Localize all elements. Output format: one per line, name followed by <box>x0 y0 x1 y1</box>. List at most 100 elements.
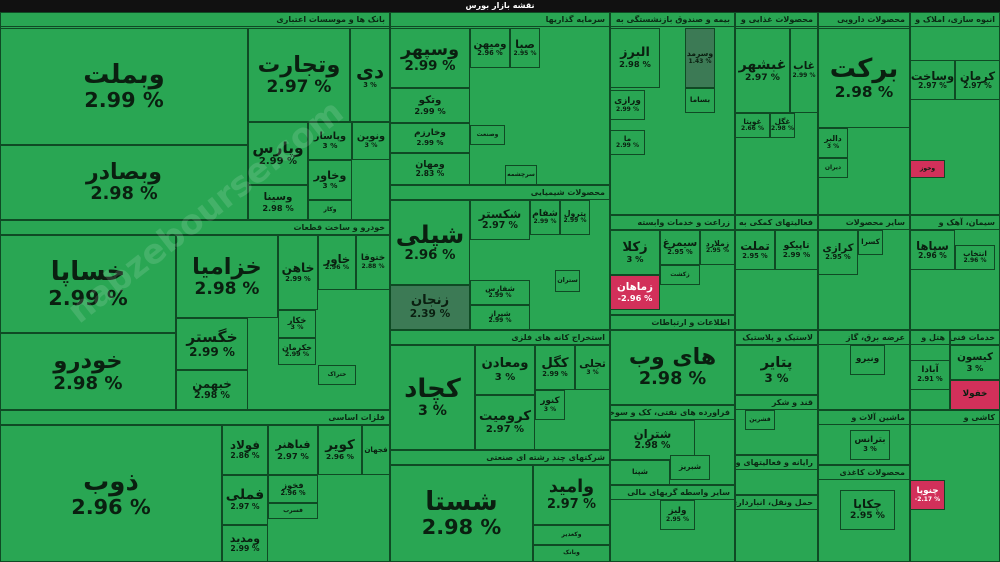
tile-name: فخوز <box>282 479 304 490</box>
tile: پترول 2.99 % <box>560 200 590 235</box>
tile: وبملت 2.99 % <box>0 28 248 145</box>
tile-change: 3 % <box>418 402 447 419</box>
sector-name: قند و شکر <box>736 396 817 410</box>
tile-change: 3 % <box>626 254 644 265</box>
tile-change: 2.96 % <box>918 251 947 261</box>
sector-name: زراعت و خدمات وابسته <box>611 216 734 230</box>
tile-name: سیمرغ <box>662 237 698 250</box>
tile: خودرو 2.98 % <box>0 333 176 410</box>
tile-name: خفولا <box>962 389 988 400</box>
tile-change: 2.99 % <box>563 217 587 225</box>
sector: انبوه سازی، املاک و <box>910 12 1000 215</box>
sector-name: فراورده های نفتی، کک و سوخت <box>611 406 734 420</box>
tile-name: شتران <box>633 427 672 442</box>
tile: سپاها 2.96 % <box>910 230 955 270</box>
tile-name: ومعادن <box>481 356 529 372</box>
tile: وخوز <box>910 160 945 178</box>
tile: شتران 2.98 % <box>610 420 695 460</box>
tile: های وب 2.98 % <box>610 330 735 405</box>
tile-change: 2.96 % <box>963 257 987 265</box>
tile-name: وامید <box>548 477 595 498</box>
tile: خفولا <box>950 380 1000 410</box>
tile-name: خساپا <box>50 257 126 288</box>
tile: سرچشمه <box>505 165 537 185</box>
tile-name: ومیهن <box>473 37 507 50</box>
tile: ومعادن 3 % <box>475 345 535 395</box>
tile-name: وخوز <box>919 164 936 172</box>
tile: کگل 2.99 % <box>535 345 575 390</box>
tile-name: بترانس <box>854 435 886 446</box>
tile: وتجارت 2.97 % <box>248 28 350 122</box>
tile-name: تاپیکو <box>783 239 810 251</box>
sector-name: محصولات دارویی <box>819 13 909 27</box>
tile-change: 2.98 % <box>90 183 158 204</box>
tile-change: 3 % <box>322 181 338 191</box>
tile: بساما <box>685 88 715 113</box>
sector-name: بیمه و صندوق بازنشستگی به <box>611 13 734 27</box>
tile-name: وخارزم <box>414 128 446 139</box>
tile: کچاد 3 % <box>390 345 475 450</box>
tile-change: 2.97 % <box>482 220 518 232</box>
tile: کرومیت 2.97 % <box>475 395 535 450</box>
tile-name: کرازی <box>822 242 854 255</box>
tile: چکاپا 2.95 % <box>840 490 895 530</box>
tile: فولاد 2.86 % <box>222 425 268 475</box>
tile-name: انتخاب <box>963 249 987 259</box>
tile-name: فسرب <box>283 506 303 514</box>
tile-name: تجلی <box>579 357 606 371</box>
tile-name: البرز <box>620 45 650 61</box>
tile-change: 3 % <box>586 369 599 377</box>
tile: وسپهر 2.99 % <box>390 28 470 88</box>
tile: شفارس 2.99 % <box>470 280 530 305</box>
tile-name: ورازی <box>614 95 641 106</box>
tile: شبریز <box>670 455 710 480</box>
tile: وخاور 3 % <box>308 160 352 200</box>
tile: وسینا 2.98 % <box>248 185 308 220</box>
tile-change: 2.96 % <box>324 264 350 272</box>
sector-name: استخراج کانه های فلزی <box>391 331 609 345</box>
tile: آبادا 2.91 % <box>910 360 950 390</box>
sector-name: فلزات اساسی <box>1 411 389 425</box>
sector-name: شرکتهای چند رشته ای صنعتی <box>391 451 609 465</box>
tile-name: فجهان <box>364 445 388 455</box>
tile: زملارد 2.95 % <box>700 230 735 265</box>
tile-change: 2.99 % <box>792 71 816 79</box>
tile: کرمان 2.97 % <box>955 60 1000 100</box>
tile: تجلی 3 % <box>575 345 610 390</box>
tile-name: شبریز <box>678 462 702 472</box>
tile-change: 2.88 % <box>361 262 385 270</box>
tile: دالبر 3 % <box>818 128 848 158</box>
tile: وبانک <box>533 545 610 562</box>
tile-change: 2.96 % <box>326 452 354 462</box>
tile-name: وسپهر <box>400 39 460 60</box>
sector-name: محصولات غذایی و <box>736 13 817 27</box>
tile-name: زکلا <box>622 239 648 255</box>
tile: فخوز 2.96 % <box>268 475 318 503</box>
title: نقشه بازار بورس <box>0 0 1000 12</box>
tile: وبصادر 2.98 % <box>0 145 248 220</box>
tile: فملی 2.97 % <box>222 475 268 525</box>
tile-change: 3 % <box>322 141 338 151</box>
tile-change: 2.99 % <box>533 218 557 226</box>
tile-change: 2.99 % <box>284 351 310 359</box>
tile-change: 2.98 % <box>262 202 294 213</box>
sector-name: سرمایه گذاریها <box>391 13 609 27</box>
tile: ستران <box>555 270 580 292</box>
tile-name: دالبر <box>824 134 842 144</box>
sector-name: خودرو و ساخت قطعات <box>1 221 389 235</box>
tile-name: ونیرو <box>855 354 880 365</box>
tile-name: کرمان <box>959 68 996 83</box>
tile-name: شکستر <box>478 207 522 222</box>
tile-name: شفام <box>532 209 558 220</box>
tile: زکلا 3 % <box>610 230 660 275</box>
tile: ومیهن 2.96 % <box>470 28 510 68</box>
tile-name: فباهنر <box>275 438 311 452</box>
tile-change: 2.99 % <box>488 292 512 300</box>
tile-change: 3 % <box>494 371 516 383</box>
tile: غبشهر 2.97 % <box>735 28 790 113</box>
tile-change: 2.97 % <box>230 502 260 512</box>
tile: وسرمد 1.43 % <box>685 28 715 88</box>
tile-change: 2.97 % <box>963 81 992 91</box>
tile: خاهن 2.99 % <box>278 235 318 310</box>
tile: صبا 2.95 % <box>510 28 540 68</box>
